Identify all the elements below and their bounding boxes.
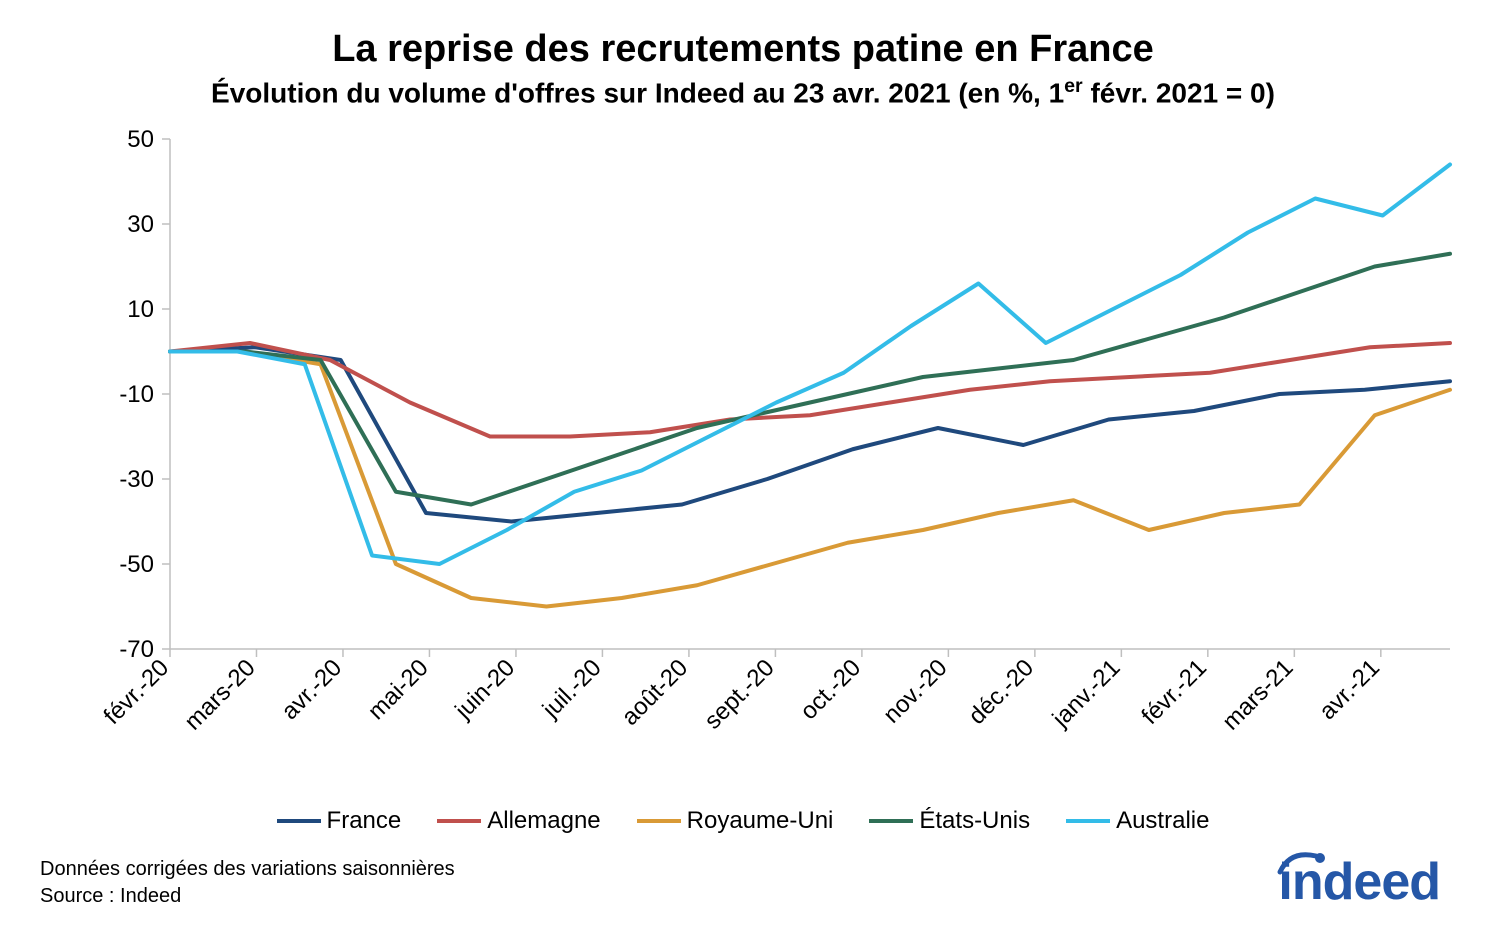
- legend-label: France: [327, 807, 402, 835]
- line-chart-svg: 50 30 10 -10 -30 -50 -70févr.-20mars-20avr.-20…: [40, 119, 1486, 789]
- y-tick-label: 10: [127, 296, 154, 323]
- legend-swatch: [637, 819, 681, 823]
- y-tick-label: -70: [119, 636, 154, 663]
- footer-source: Source : Indeed: [40, 883, 455, 910]
- chart-footer: Données corrigées des variations saisonn…: [40, 856, 455, 910]
- x-tick-label: juin-20: [449, 654, 520, 725]
- legend-item: Royaume-Uni: [637, 807, 834, 835]
- legend-item: Australie: [1066, 807, 1209, 835]
- legend-item: États-Unis: [869, 807, 1030, 835]
- x-tick-label: avr.-20: [276, 654, 347, 725]
- legend-label: États-Unis: [919, 807, 1030, 835]
- legend-swatch: [277, 819, 321, 823]
- footer-note: Données corrigées des variations saisonn…: [40, 856, 455, 883]
- x-tick-label: avr.-21: [1314, 654, 1385, 725]
- x-tick-label: juil.-20: [537, 654, 607, 724]
- x-tick-label: janv.-21: [1047, 654, 1126, 733]
- indeed-logo-arc-icon: [1274, 846, 1334, 876]
- chart-legend: France Allemagne Royaume-Uni États-Unis Aust…: [40, 802, 1446, 835]
- chart-container: La reprise des recrutements patine en Fr…: [0, 0, 1486, 934]
- y-tick-label: 50: [127, 126, 154, 153]
- y-tick-label: -30: [119, 466, 154, 493]
- x-tick-label: févr.-20: [99, 654, 175, 730]
- legend-swatch: [1066, 819, 1110, 823]
- y-tick-label: 30: [127, 211, 154, 238]
- x-tick-label: déc.-20: [963, 654, 1039, 730]
- legend-swatch: [437, 819, 481, 823]
- plot-area: 50 30 10 -10 -30 -50 -70févr.-20mars-20avr.-20…: [40, 119, 1446, 794]
- x-tick-label: nov.-20: [878, 654, 952, 728]
- legend-label: Royaume-Uni: [687, 807, 834, 835]
- legend-label: Australie: [1116, 807, 1209, 835]
- x-tick-label: sept.-20: [699, 654, 779, 734]
- x-tick-label: oct.-20: [795, 654, 866, 725]
- x-tick-label: mai-20: [363, 654, 434, 725]
- subtitle-superscript: er: [1064, 75, 1083, 97]
- subtitle-prefix: Évolution du volume d'offres sur Indeed …: [211, 77, 1064, 108]
- legend-item: Allemagne: [437, 807, 600, 835]
- x-tick-label: mars-21: [1217, 654, 1298, 735]
- legend-swatch: [869, 819, 913, 823]
- chart-title: La reprise des recrutements patine en Fr…: [40, 28, 1446, 71]
- indeed-logo: indeed: [1278, 852, 1440, 912]
- legend-item: France: [277, 807, 402, 835]
- y-tick-label: -10: [119, 381, 154, 408]
- legend-label: Allemagne: [487, 807, 600, 835]
- y-tick-label: -50: [119, 551, 154, 578]
- chart-subtitle: Évolution du volume d'offres sur Indeed …: [40, 75, 1446, 109]
- subtitle-suffix: févr. 2021 = 0): [1083, 77, 1275, 108]
- x-tick-label: févr.-21: [1136, 654, 1212, 730]
- x-tick-label: août-20: [617, 654, 694, 731]
- x-tick-label: mars-20: [179, 654, 260, 735]
